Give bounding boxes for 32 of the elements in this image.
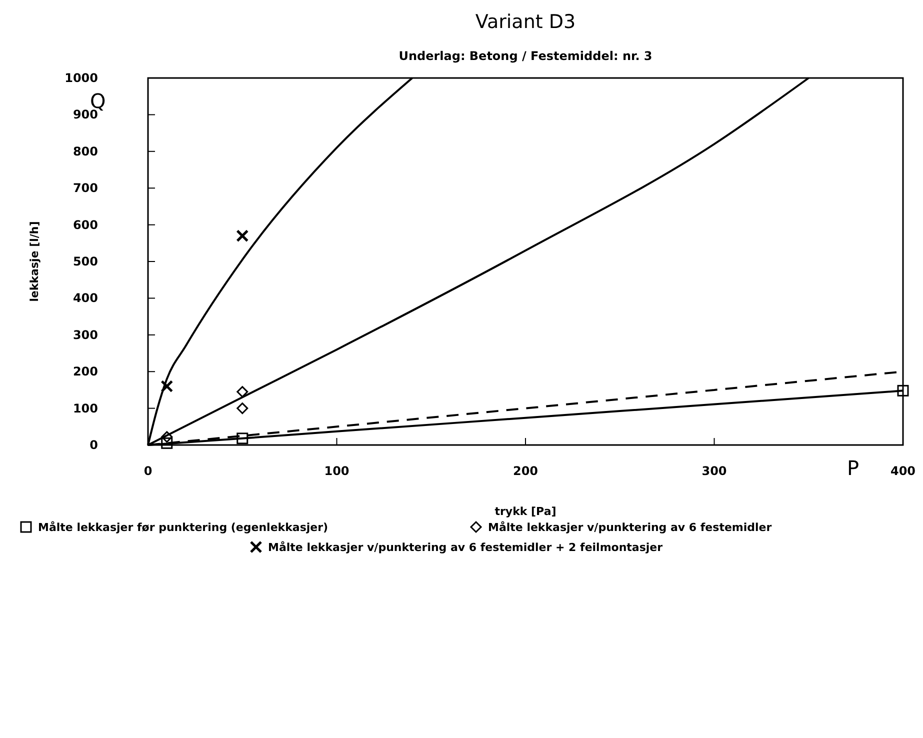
x-tick-label: 0: [144, 464, 152, 478]
point: [160, 380, 174, 393]
legend-label: Målte lekkasjer v/punktering av 6 festemidler + 2 feilmontasjer: [268, 541, 664, 554]
point: [236, 230, 249, 242]
y-tick-label: 300: [72, 328, 98, 342]
x-tick-label: 100: [324, 464, 350, 478]
y-tick-label: 0: [90, 438, 98, 452]
y-tick-label: 400: [72, 291, 98, 306]
x-tick-label: 200: [512, 464, 538, 478]
x-axis-title: trykk [Pa]: [494, 505, 556, 518]
point: [161, 437, 173, 449]
point: [897, 384, 909, 396]
y-tick-label: 500: [72, 254, 98, 268]
point: [161, 431, 173, 443]
y-axis-title: lekkasje [l/h]: [28, 221, 41, 302]
point: [236, 432, 248, 444]
text: P: [846, 456, 860, 480]
x-tick-label: 300: [702, 464, 727, 478]
legend-label: Målte lekkasjer før punktering (egenlekkasjer): [38, 521, 328, 534]
chart-subtitle: Underlag: Betong / Festemiddel: nr. 3: [398, 49, 652, 63]
y-tick-label: 900: [72, 108, 98, 122]
chart-title: Variant D3: [475, 11, 576, 33]
x-tick-label: 400: [890, 464, 916, 478]
y-tick-label: 200: [72, 364, 98, 379]
y-tick-label: 700: [72, 181, 98, 196]
y-tick-label: 800: [72, 144, 98, 158]
y-tick-label: 600: [72, 218, 98, 232]
point: [236, 402, 248, 414]
y-tick-label: 100: [72, 401, 98, 416]
y-tick-label: 1000: [64, 71, 98, 85]
point: [236, 386, 248, 398]
legend-label: Målte lekkasjer v/punktering av 6 festemidler: [488, 521, 772, 534]
